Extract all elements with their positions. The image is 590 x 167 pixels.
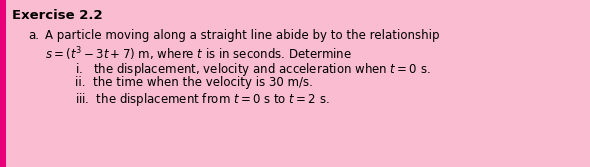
Text: i.   the displacement, velocity and acceleration when $t = 0$ s.: i. the displacement, velocity and accele… (75, 61, 431, 78)
Text: iii.  the displacement from $t = 0$ s to $t = 2$ s.: iii. the displacement from $t = 0$ s to … (75, 91, 330, 108)
Text: $s = (t^3 - 3t + 7)$ m, where $t$ is in seconds. Determine: $s = (t^3 - 3t + 7)$ m, where $t$ is in … (45, 45, 352, 63)
Text: Exercise 2.2: Exercise 2.2 (12, 9, 103, 22)
Bar (0, 0, 6, 167)
Text: ii.  the time when the velocity is 30 m/s.: ii. the time when the velocity is 30 m/s… (75, 76, 313, 89)
Text: a.: a. (28, 29, 39, 42)
Text: A particle moving along a straight line abide by to the relationship: A particle moving along a straight line … (45, 29, 440, 42)
